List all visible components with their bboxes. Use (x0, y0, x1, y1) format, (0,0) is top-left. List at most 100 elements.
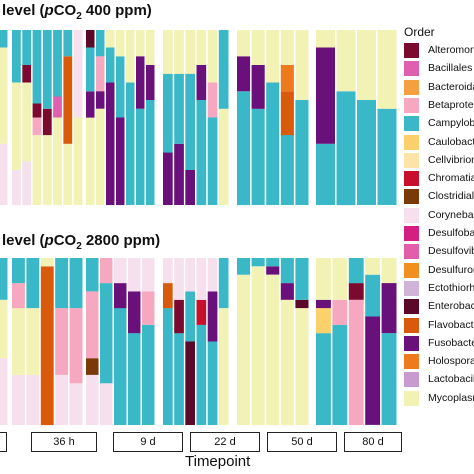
legend-label: Chromatiales (428, 172, 474, 185)
bar-segment (348, 283, 364, 300)
legend-swatch (404, 171, 419, 187)
panel-title-400-prefix: level ( (2, 2, 45, 19)
bar-segment (316, 299, 331, 309)
bar-segment (106, 30, 115, 48)
bar-segment (218, 258, 229, 309)
bar-segment (42, 108, 52, 136)
legend-item: Mycoplasmatales (404, 390, 474, 406)
bar-segment (196, 299, 207, 325)
bar-segment (280, 91, 294, 136)
legend-swatch (404, 299, 419, 315)
panel-title-2800-sub: 2 (76, 241, 82, 252)
bar-segment (12, 283, 25, 309)
bar-segment (142, 291, 155, 325)
bar-segment (32, 30, 42, 104)
legend-label: Flavobacteriales (428, 318, 474, 331)
bar-segment (63, 56, 73, 144)
bar-segment (26, 308, 40, 375)
bar-segment (136, 108, 145, 205)
bar-segment (32, 103, 42, 118)
panel-title-400-sub: 2 (76, 11, 82, 22)
bar-segment (316, 308, 331, 334)
legend-item: Desulfovibrionales (404, 244, 474, 260)
bar-segment (128, 258, 141, 292)
legend-item: Enterobacteriales (404, 299, 474, 315)
bar-segment (146, 65, 155, 100)
bar-segment (163, 258, 173, 284)
legend-label: Corynebacteriales (428, 208, 474, 221)
bar-segment (32, 117, 42, 135)
bar-segment (40, 258, 54, 267)
panel-title-400-suffix: 400 ppm) (81, 2, 152, 19)
legend-item: Bacillales (404, 61, 474, 77)
bar-segment (185, 341, 195, 425)
legend-swatch (404, 226, 419, 241)
legend-swatch (404, 97, 419, 113)
legend-item: Chromatiales (404, 171, 474, 187)
legend-item: Flavobacteriales (404, 317, 474, 333)
bar-segment (163, 283, 173, 309)
legend-item: Cellvibrionales (404, 152, 474, 168)
panel-title-400: level (pCO2 400 ppm) (2, 2, 152, 22)
bar-segment (365, 316, 381, 425)
bar-segment (251, 65, 265, 109)
bar-segment (237, 56, 251, 92)
bar-segment (295, 30, 309, 100)
bar-segment (142, 258, 155, 292)
bar-segment (377, 108, 397, 205)
bar-segment (336, 30, 356, 92)
bar-segment (86, 258, 99, 292)
bar-segment (280, 258, 294, 284)
bar-segment (174, 299, 184, 334)
bar-segment (40, 266, 54, 426)
panel-title-2800-co: CO (53, 232, 77, 249)
legend-swatch (404, 189, 419, 205)
legend-label: Fusobacteriales (428, 336, 474, 349)
bar-segment (316, 258, 331, 300)
bar-segment (207, 291, 218, 342)
bar-segment (106, 82, 115, 205)
bar-segment (55, 374, 69, 425)
bar-segment (237, 274, 251, 425)
legend-item: Ectothiorhodospirales (404, 280, 474, 296)
bar-segment (218, 108, 229, 205)
bar-segment (106, 47, 115, 83)
bar-segment (207, 117, 218, 205)
bar-segment (55, 258, 69, 309)
bar-segment (377, 30, 397, 109)
bar-segment (22, 30, 32, 65)
bar-segment (196, 258, 207, 300)
bar-segment (316, 30, 335, 48)
bar-segment (174, 143, 184, 205)
bar-segment (100, 283, 113, 384)
bar-segment (114, 283, 127, 309)
timepoint-box-edge (0, 432, 7, 452)
bar-segment (0, 299, 8, 359)
bar-segment (146, 100, 155, 205)
bar-segment (266, 30, 280, 83)
legend-item: Desulfuromonadales (404, 262, 474, 278)
panel-title-400-co: CO (53, 2, 77, 19)
bar-segment (185, 258, 195, 292)
legend-swatch (404, 116, 419, 132)
bar-segment (332, 299, 348, 325)
bar-segment (295, 100, 309, 205)
panel-title-2800-prefix: level ( (2, 232, 45, 249)
bar-segment (142, 324, 155, 425)
legend-label: Bacteroidales (428, 80, 474, 93)
bar-segment (336, 91, 356, 206)
bar-segment (22, 65, 32, 83)
legend-item: Alteromonadales (404, 43, 474, 58)
legend-label: Betaproteobacteriales (428, 98, 474, 111)
bar-segment (266, 82, 280, 205)
bar-segment (116, 30, 125, 57)
bar-segment (348, 299, 364, 426)
legend-label: Cellvibrionales (428, 153, 474, 166)
bar-segment (365, 274, 381, 317)
bar-segment (100, 383, 113, 426)
legend-swatch (404, 43, 419, 58)
panel-title-400-p: p (44, 2, 54, 19)
bar-segment (266, 258, 280, 267)
bar-segment (26, 258, 40, 309)
bar-segment (174, 30, 184, 74)
